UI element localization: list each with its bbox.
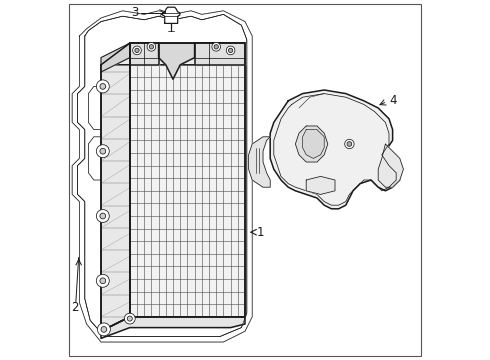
- Circle shape: [127, 316, 132, 321]
- Circle shape: [97, 80, 109, 93]
- Circle shape: [345, 139, 354, 149]
- Polygon shape: [195, 43, 245, 65]
- Polygon shape: [130, 43, 245, 317]
- Polygon shape: [303, 130, 324, 158]
- Text: 2: 2: [72, 301, 79, 314]
- Polygon shape: [163, 7, 180, 23]
- Polygon shape: [101, 43, 130, 331]
- Circle shape: [214, 45, 219, 49]
- Circle shape: [100, 213, 106, 219]
- Circle shape: [97, 274, 109, 287]
- Circle shape: [149, 45, 153, 49]
- Circle shape: [100, 278, 106, 284]
- Polygon shape: [72, 11, 252, 342]
- Polygon shape: [378, 144, 403, 187]
- Polygon shape: [101, 317, 245, 338]
- Polygon shape: [130, 43, 159, 65]
- Circle shape: [97, 145, 109, 158]
- Circle shape: [347, 141, 352, 146]
- Circle shape: [226, 46, 235, 55]
- Text: 3: 3: [131, 6, 139, 19]
- Circle shape: [212, 42, 220, 51]
- Circle shape: [101, 327, 107, 332]
- Circle shape: [124, 313, 135, 324]
- Circle shape: [228, 48, 233, 53]
- Circle shape: [100, 148, 106, 154]
- Circle shape: [97, 210, 109, 222]
- Circle shape: [98, 323, 110, 336]
- Polygon shape: [295, 126, 328, 162]
- Polygon shape: [101, 43, 130, 72]
- Text: 4: 4: [389, 94, 396, 107]
- Circle shape: [100, 84, 106, 89]
- Circle shape: [147, 42, 156, 51]
- Circle shape: [135, 48, 139, 53]
- Polygon shape: [306, 176, 335, 194]
- Polygon shape: [159, 43, 195, 79]
- Polygon shape: [270, 90, 400, 209]
- Circle shape: [133, 46, 141, 55]
- Polygon shape: [248, 137, 270, 187]
- Text: 1: 1: [257, 226, 264, 239]
- Polygon shape: [101, 43, 245, 65]
- Polygon shape: [72, 11, 252, 342]
